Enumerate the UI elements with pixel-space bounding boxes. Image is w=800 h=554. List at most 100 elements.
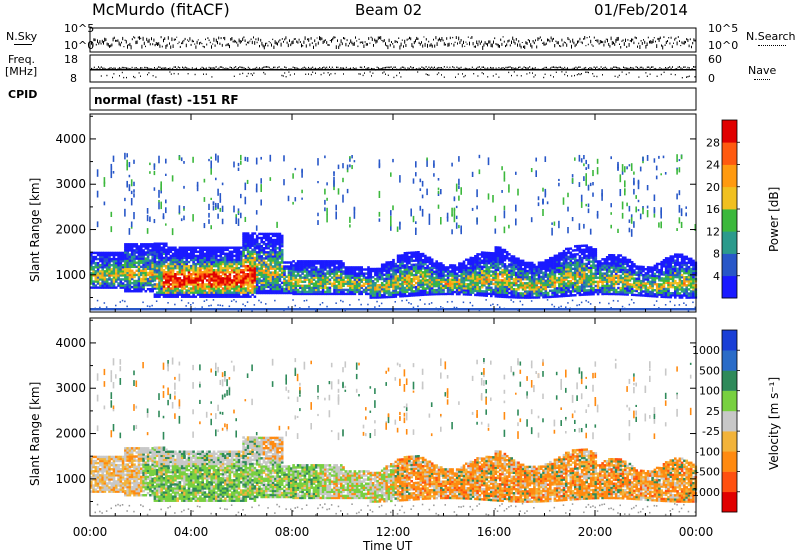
noise-mark <box>686 38 688 41</box>
echo-cell <box>180 271 184 274</box>
ground-speckle <box>99 306 101 309</box>
noise-mark <box>491 43 493 48</box>
echo-cell <box>251 250 254 254</box>
noise-mark <box>569 40 571 43</box>
sparse-echo <box>149 162 151 166</box>
echo-cell <box>142 251 145 254</box>
echo-cell <box>403 290 407 294</box>
nave-mark <box>239 73 241 75</box>
noise-mark <box>521 42 523 43</box>
echo-cell <box>235 260 238 264</box>
echo-cell <box>96 268 100 271</box>
echo-cell <box>308 272 311 275</box>
echo-cell <box>474 269 477 272</box>
echo-cell <box>101 266 104 269</box>
echo-cell <box>119 272 123 275</box>
echo-cell <box>387 283 391 287</box>
noise-mark <box>543 41 545 46</box>
echo-cell <box>499 248 502 251</box>
echo-cell <box>276 289 279 293</box>
echo-cell <box>378 273 382 277</box>
echo-cell <box>342 284 345 288</box>
echo-cell <box>480 290 484 293</box>
echo-cell <box>508 285 511 289</box>
echo-cell <box>487 280 491 283</box>
echo-cell <box>371 296 375 299</box>
echo-cell <box>249 289 252 292</box>
echo-cell <box>244 291 248 294</box>
echo-cell <box>221 256 225 260</box>
echo-cell <box>383 287 386 291</box>
noise-mark <box>476 40 478 44</box>
echo-cell <box>376 273 379 277</box>
noise-mark <box>632 38 634 41</box>
freq-mark <box>632 67 634 70</box>
echo-cell <box>337 276 341 279</box>
echo-cell <box>433 293 436 296</box>
echo-cell <box>487 292 491 296</box>
noise-mark <box>458 36 460 41</box>
echo-cell <box>499 256 502 260</box>
echo-cell <box>303 276 307 279</box>
echo-cell <box>228 256 232 260</box>
freq-mark <box>163 67 165 69</box>
echo-cell <box>285 287 288 291</box>
sparse-echo <box>128 184 131 192</box>
freq-mark <box>610 67 612 70</box>
ground-speckle <box>174 303 176 306</box>
echo-cell <box>226 262 229 266</box>
echo-cell <box>142 253 145 256</box>
echo-cell <box>346 278 350 281</box>
noise-mark <box>641 42 643 45</box>
noise-mark <box>212 43 214 45</box>
ground-speckle <box>187 302 190 304</box>
echo-cell <box>292 268 295 271</box>
echo-cell <box>383 267 386 270</box>
freq-mark <box>523 66 525 68</box>
noise-mark <box>262 44 264 48</box>
echo-cell <box>385 265 388 268</box>
freq-mark <box>329 66 330 68</box>
echo-cell <box>224 248 227 252</box>
echo-cell <box>503 248 507 252</box>
echo-cell <box>296 270 300 273</box>
sparse-echo <box>433 173 435 177</box>
echo-cell <box>255 255 259 258</box>
echo-cell <box>415 255 418 258</box>
echo-cell <box>319 270 323 273</box>
echo-cell <box>242 273 245 276</box>
echo-cell <box>460 270 463 274</box>
sparse-echo <box>260 199 262 206</box>
echo-cell <box>160 281 163 284</box>
echo-cell <box>196 291 200 294</box>
noise-mark <box>575 43 577 46</box>
echo-cell <box>169 260 173 264</box>
echo-cell <box>153 271 157 274</box>
echo-cell <box>333 270 336 273</box>
echo-cell <box>403 280 407 283</box>
echo-cell <box>135 281 139 285</box>
echo-cell <box>435 268 438 271</box>
ground-speckle <box>180 299 183 302</box>
echo-cell <box>296 266 300 269</box>
echo-cell <box>501 265 504 268</box>
ground-speckle <box>292 299 294 301</box>
echo-cell <box>178 250 182 254</box>
echo-cell <box>276 234 279 238</box>
sparse-echo <box>149 216 151 222</box>
echo-cell <box>271 255 275 258</box>
sparse-echo <box>96 190 99 198</box>
echo-cell <box>290 285 293 289</box>
echo-cell <box>96 278 100 281</box>
echo-cell <box>119 251 123 255</box>
echo-cell <box>217 246 220 249</box>
echo-cell <box>174 285 177 288</box>
echo-cell <box>267 255 270 258</box>
echo-cell <box>387 273 391 276</box>
noise-mark <box>656 44 658 48</box>
noise-mark <box>227 43 229 47</box>
echo-cell <box>101 280 104 283</box>
sparse-echo <box>110 163 113 170</box>
echo-cell <box>467 260 470 264</box>
noise-mark <box>413 41 415 45</box>
